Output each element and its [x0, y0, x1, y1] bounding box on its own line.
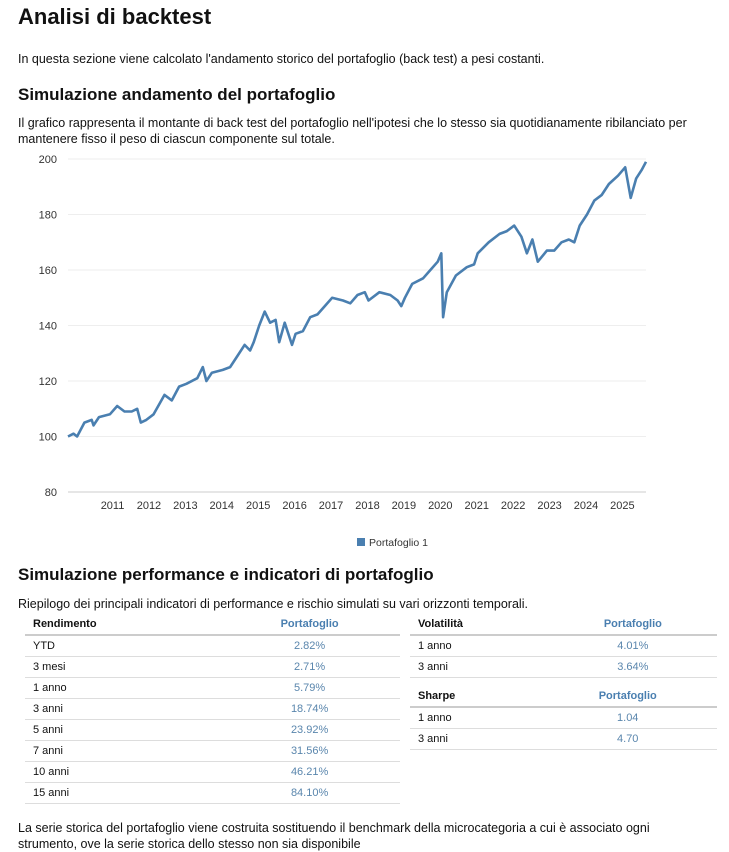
value-cell: 18.74% — [219, 698, 400, 720]
series-line-portafoglio-1 — [67, 161, 648, 438]
y-tick-label: 120 — [39, 376, 57, 388]
period-label: 3 anni — [25, 698, 220, 720]
y-tick-label: 160 — [39, 265, 57, 277]
header-portfolio: Portafoglio — [219, 614, 400, 636]
y-tick-label: 140 — [39, 321, 57, 333]
period-label: 15 anni — [25, 782, 220, 804]
table-row: 3 anni 4.70 — [410, 728, 717, 750]
x-tick-label: 2012 — [137, 500, 161, 512]
value-cell: 4.01% — [548, 635, 717, 657]
x-tick-label: 2017 — [319, 500, 343, 512]
x-tick-label: 2018 — [355, 500, 379, 512]
header-label: Volatilità — [410, 614, 549, 636]
period-label: 1 anno — [410, 707, 539, 729]
value-cell: 84.10% — [219, 782, 400, 804]
period-label: 1 anno — [410, 635, 549, 657]
table-row: 3 mesi 2.71% — [25, 656, 400, 678]
table-row: 7 anni 31.56% — [25, 740, 400, 762]
table-row: 1 anno 1.04 — [410, 707, 717, 729]
period-label: 3 anni — [410, 656, 549, 678]
table-header: Rendimento Portafoglio — [25, 614, 400, 636]
x-tick-label: 2011 — [101, 500, 125, 512]
legend-label: Portafoglio 1 — [369, 537, 428, 549]
x-tick-label: 2019 — [392, 500, 416, 512]
x-tick-label: 2013 — [173, 500, 197, 512]
period-label: 5 anni — [25, 719, 220, 741]
value-cell: 23.92% — [219, 719, 400, 741]
value-cell: 4.70 — [538, 728, 717, 750]
value-cell: 3.64% — [548, 656, 717, 678]
table-row: 3 anni 18.74% — [25, 698, 400, 720]
returns-table: Rendimento Portafoglio YTD 2.82% 3 mesi 2.71%… — [25, 614, 400, 804]
x-tick-label: 2024 — [574, 500, 598, 512]
footer-note: La serie storica del portafoglio viene c… — [18, 821, 650, 851]
y-tick-label: 100 — [39, 432, 57, 444]
header-portfolio: Portafoglio — [538, 686, 717, 708]
simulation-description: Il grafico rappresenta il montante di ba… — [18, 116, 687, 146]
x-tick-label: 2014 — [210, 500, 234, 512]
x-tick-label: 2020 — [428, 500, 452, 512]
table-header: Volatilità Portafoglio — [410, 614, 717, 636]
table-row: 15 anni 84.10% — [25, 782, 400, 804]
value-cell: 1.04 — [538, 707, 717, 729]
table-row: 1 anno 5.79% — [25, 677, 400, 699]
period-label: 1 anno — [25, 677, 220, 699]
y-tick-label: 200 — [39, 154, 57, 166]
x-tick-label: 2025 — [610, 500, 634, 512]
backtest-line-chart: 80 100 120 140 160 180 200 2011 2012 2013 2014 2015… — [39, 154, 648, 549]
volatility-table: Volatilità Portafoglio 1 anno 4.01% 3 anni 3.… — [410, 614, 717, 678]
period-label: 10 anni — [25, 761, 220, 783]
value-cell: 31.56% — [219, 740, 400, 762]
performance-title: Simulazione performance e indicatori di … — [18, 565, 434, 584]
table-row: 1 anno 4.01% — [410, 635, 717, 657]
x-tick-label: 2015 — [246, 500, 270, 512]
simulation-title: Simulazione andamento del portafoglio — [18, 85, 336, 104]
header-label: Rendimento — [25, 614, 220, 636]
period-label: 3 anni — [410, 728, 539, 750]
table-header: Sharpe Portafoglio — [410, 686, 717, 708]
legend-swatch — [357, 538, 365, 546]
x-tick-label: 2016 — [282, 500, 306, 512]
period-label: 3 mesi — [25, 656, 220, 678]
table-row: 3 anni 3.64% — [410, 656, 717, 678]
y-tick-label: 80 — [45, 487, 57, 499]
page-title: Analisi di backtest — [18, 4, 212, 29]
header-label: Sharpe — [410, 686, 539, 708]
sharpe-table: Sharpe Portafoglio 1 anno 1.04 3 anni 4.70 — [410, 686, 717, 750]
value-cell: 2.82% — [219, 635, 400, 657]
table-row: 5 anni 23.92% — [25, 719, 400, 741]
x-tick-label: 2023 — [537, 500, 561, 512]
y-tick-label: 180 — [39, 210, 57, 222]
value-cell: 2.71% — [219, 656, 400, 678]
x-tick-label: 2022 — [501, 500, 525, 512]
table-row: 10 anni 46.21% — [25, 761, 400, 783]
period-label: 7 anni — [25, 740, 220, 762]
header-portfolio: Portafoglio — [548, 614, 717, 636]
x-tick-label: 2021 — [464, 500, 488, 512]
table-row: YTD 2.82% — [25, 635, 400, 657]
value-cell: 46.21% — [219, 761, 400, 783]
intro-text: In questa sezione viene calcolato l'anda… — [18, 52, 545, 66]
value-cell: 5.79% — [219, 677, 400, 699]
period-label: YTD — [25, 635, 220, 657]
performance-description: Riepilogo dei principali indicatori di p… — [18, 597, 528, 611]
